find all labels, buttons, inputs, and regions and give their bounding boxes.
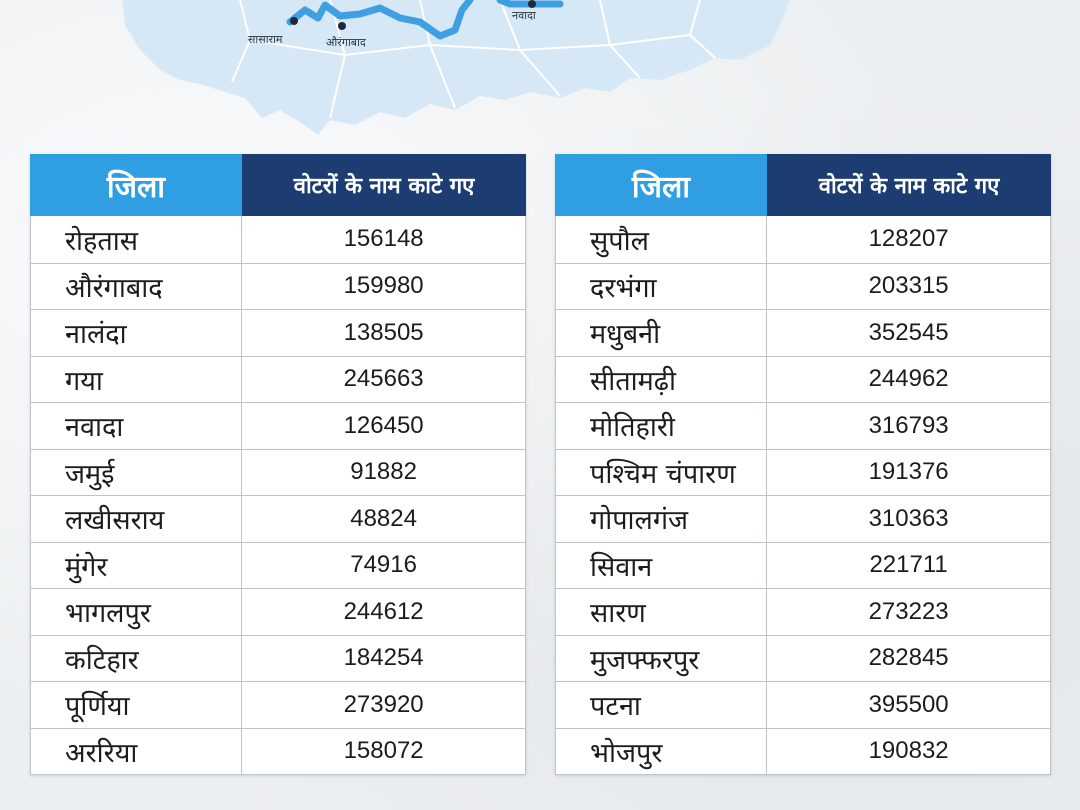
table-row: गया 245663 bbox=[31, 355, 525, 402]
table-header: जिला वोटरों के नाम काटे गए bbox=[555, 154, 1051, 216]
count-cell: 221711 bbox=[869, 551, 948, 579]
district-cell: औरंगाबाद bbox=[31, 263, 243, 309]
district-cell: पटना bbox=[556, 682, 768, 728]
table-row: लखीसराय 48824 bbox=[31, 495, 525, 542]
district-table-right: जिला वोटरों के नाम काटे गए सुपौल 128207 द… bbox=[555, 154, 1051, 775]
table-row: रोहतास 156148 bbox=[31, 216, 525, 263]
district-cell: मधुबनी bbox=[556, 310, 768, 356]
count-cell: 244612 bbox=[343, 597, 424, 625]
count-cell: 395500 bbox=[868, 690, 949, 718]
map-point-nawada bbox=[528, 0, 536, 8]
table-row: औरंगाबाद 159980 bbox=[31, 262, 525, 309]
table-row: सारण 273223 bbox=[556, 588, 1050, 635]
table-row: पश्चिम चंपारण 191376 bbox=[556, 448, 1050, 495]
map-label-sasaram: सासाराम bbox=[248, 33, 283, 46]
count-cell: 156148 bbox=[343, 225, 424, 253]
count-cell: 48824 bbox=[350, 504, 417, 532]
count-cell: 158072 bbox=[343, 737, 424, 765]
district-cell: सुपौल bbox=[556, 216, 768, 263]
district-cell: नवादा bbox=[31, 403, 243, 449]
table-row: सिवान 221711 bbox=[556, 541, 1050, 588]
district-cell: मुंगेर bbox=[31, 542, 243, 588]
district-cell: दरभंगा bbox=[556, 263, 768, 309]
district-cell: कटिहार bbox=[31, 635, 243, 681]
table-row: गोपालगंज 310363 bbox=[556, 495, 1050, 542]
district-cell: मोतिहारी bbox=[556, 403, 768, 449]
table-row: मोतिहारी 316793 bbox=[556, 402, 1050, 449]
map-route-line bbox=[286, 0, 564, 40]
district-column-header: जिला bbox=[555, 154, 767, 216]
table-header: जिला वोटरों के नाम काटे गए bbox=[30, 154, 526, 216]
count-cell: 310363 bbox=[868, 504, 949, 532]
count-cell: 352545 bbox=[868, 318, 949, 346]
count-cell: 273223 bbox=[868, 597, 949, 625]
district-cell: पूर्णिया bbox=[31, 682, 243, 728]
count-cell: 203315 bbox=[868, 272, 949, 300]
count-cell: 159980 bbox=[343, 272, 424, 300]
count-cell: 126450 bbox=[343, 411, 424, 439]
table-row: सुपौल 128207 bbox=[556, 216, 1050, 263]
district-cell: गोपालगंज bbox=[556, 496, 768, 542]
district-cell: सीतामढ़ी bbox=[556, 356, 768, 402]
count-cell: 138505 bbox=[343, 318, 424, 346]
map-point-sasaram bbox=[290, 17, 298, 25]
table-row: मुंगेर 74916 bbox=[31, 541, 525, 588]
count-cell: 184254 bbox=[343, 644, 424, 672]
map-svg bbox=[122, 0, 790, 135]
table-row: जमुई 91882 bbox=[31, 448, 525, 495]
district-cell: मुजफ्फरपुर bbox=[556, 635, 768, 681]
count-cell: 128207 bbox=[868, 225, 949, 253]
table-row: पूर्णिया 273920 bbox=[31, 681, 525, 728]
district-cell: नालंदा bbox=[31, 310, 243, 356]
district-cell: भोजपुर bbox=[556, 728, 768, 774]
district-cell: सिवान bbox=[556, 542, 768, 588]
count-cell: 91882 bbox=[350, 458, 417, 486]
district-cell: पश्चिम चंपारण bbox=[556, 449, 768, 495]
count-cell: 245663 bbox=[343, 365, 424, 393]
district-cell: लखीसराय bbox=[31, 496, 243, 542]
table-row: कटिहार 184254 bbox=[31, 634, 525, 681]
count-cell: 74916 bbox=[350, 551, 417, 579]
table-row: दरभंगा 203315 bbox=[556, 262, 1050, 309]
map-land-shape bbox=[122, 0, 790, 135]
district-table-left: जिला वोटरों के नाम काटे गए रोहतास 156148 … bbox=[30, 154, 526, 775]
district-cell: अररिया bbox=[31, 728, 243, 774]
count-cell: 273920 bbox=[343, 690, 424, 718]
district-cell: जमुई bbox=[31, 449, 243, 495]
count-cell: 244962 bbox=[868, 365, 949, 393]
district-cell: भागलपुर bbox=[31, 589, 243, 635]
count-cell: 282845 bbox=[868, 644, 949, 672]
map-district-borders bbox=[231, 0, 716, 119]
table-row: नालंदा 138505 bbox=[31, 309, 525, 356]
map-label-nawada: नवादा bbox=[512, 9, 536, 22]
district-cell: सारण bbox=[556, 589, 768, 635]
table-row: पटना 395500 bbox=[556, 681, 1050, 728]
map-point-aurangabad bbox=[338, 22, 346, 30]
table-row: नवादा 126450 bbox=[31, 402, 525, 449]
count-column-header: वोटरों के नाम काटे गए bbox=[767, 154, 1051, 216]
bihar-map: सासाराम औरंगाबाद नवादा bbox=[0, 0, 1080, 140]
district-column-header: जिला bbox=[30, 154, 242, 216]
table-row: अररिया 158072 bbox=[31, 727, 525, 774]
table-row: भागलपुर 244612 bbox=[31, 588, 525, 635]
count-cell: 316793 bbox=[868, 411, 949, 439]
table-row: सीतामढ़ी 244962 bbox=[556, 355, 1050, 402]
count-cell: 190832 bbox=[868, 737, 949, 765]
count-column-header: वोटरों के नाम काटे गए bbox=[242, 154, 526, 216]
count-cell: 191376 bbox=[868, 458, 949, 486]
map-label-aurangabad: औरंगाबाद bbox=[326, 36, 366, 49]
table-row: मधुबनी 352545 bbox=[556, 309, 1050, 356]
table-body: सुपौल 128207 दरभंगा 203315 मधुबनी 352545 सी… bbox=[555, 216, 1051, 775]
table-row: भोजपुर 190832 bbox=[556, 727, 1050, 774]
district-cell: गया bbox=[31, 356, 243, 402]
district-cell: रोहतास bbox=[31, 216, 243, 263]
table-row: मुजफ्फरपुर 282845 bbox=[556, 634, 1050, 681]
table-body: रोहतास 156148 औरंगाबाद 159980 नालंदा 138505… bbox=[30, 216, 526, 775]
